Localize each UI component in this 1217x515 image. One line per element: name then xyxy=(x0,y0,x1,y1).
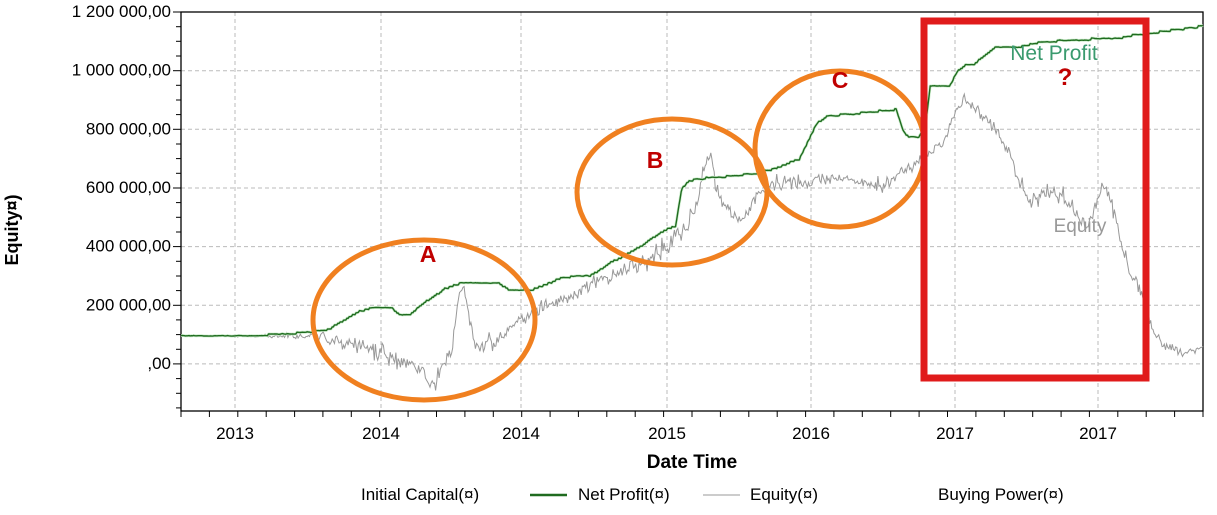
svg-text:800 000,00: 800 000,00 xyxy=(86,119,171,138)
svg-text:Equity¤): Equity¤) xyxy=(2,194,22,265)
svg-text:2014: 2014 xyxy=(502,424,540,443)
svg-text:2013: 2013 xyxy=(216,424,254,443)
svg-text:C: C xyxy=(832,67,849,93)
svg-text:Equity: Equity xyxy=(1054,216,1107,237)
svg-text:Date Time: Date Time xyxy=(647,452,737,473)
svg-text:Net Profit(¤): Net Profit(¤) xyxy=(578,485,670,504)
svg-text:200 000,00: 200 000,00 xyxy=(86,295,171,314)
svg-text:Initial Capital(¤): Initial Capital(¤) xyxy=(361,485,479,504)
svg-text:A: A xyxy=(420,241,437,267)
svg-text:1 200 000,00: 1 200 000,00 xyxy=(72,2,171,21)
svg-text:2017: 2017 xyxy=(936,424,974,443)
svg-text:2017: 2017 xyxy=(1079,424,1117,443)
svg-text:B: B xyxy=(647,147,664,173)
svg-text:2014: 2014 xyxy=(362,424,400,443)
svg-text:400 000,00: 400 000,00 xyxy=(86,237,171,256)
svg-text:600 000,00: 600 000,00 xyxy=(86,178,171,197)
svg-text:1 000 000,00: 1 000 000,00 xyxy=(72,61,171,80)
svg-text:Net Profit: Net Profit xyxy=(1010,42,1098,65)
svg-text:Equity(¤): Equity(¤) xyxy=(750,485,818,504)
svg-text:Buying Power(¤): Buying Power(¤) xyxy=(938,485,1064,504)
svg-text:2015: 2015 xyxy=(648,424,686,443)
svg-text:,00: ,00 xyxy=(147,354,171,373)
svg-text:2016: 2016 xyxy=(792,424,830,443)
svg-text:?: ? xyxy=(1058,64,1073,91)
